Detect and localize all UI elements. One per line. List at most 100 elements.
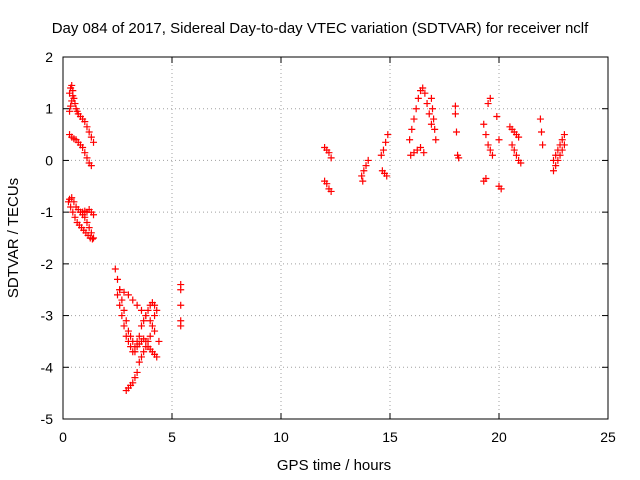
x-tick-label: 5	[168, 429, 176, 445]
data-point	[137, 322, 145, 330]
chart-title: Day 084 of 2017, Sidereal Day-to-day VTE…	[52, 20, 589, 37]
data-point	[140, 317, 148, 325]
data-point	[417, 144, 425, 151]
x-tick-label: 10	[273, 429, 289, 445]
data-point	[482, 131, 490, 139]
data-point	[148, 322, 156, 330]
y-tick-label: -2	[41, 256, 54, 272]
data-point	[81, 213, 89, 221]
data-point	[451, 102, 459, 110]
data-point	[142, 312, 150, 320]
data-point	[146, 317, 154, 325]
data-point	[116, 286, 124, 294]
y-tick-label: 0	[45, 152, 53, 168]
data-point	[177, 301, 185, 309]
data-point	[406, 136, 414, 144]
grid-lines	[63, 57, 608, 419]
data-point	[539, 141, 547, 149]
data-point	[131, 348, 139, 356]
data-point	[146, 332, 154, 340]
data-point	[517, 159, 525, 167]
data-point	[68, 97, 76, 105]
data-point	[151, 327, 159, 335]
data-point	[364, 156, 372, 164]
x-tick-label: 15	[382, 429, 398, 445]
data-point	[538, 128, 546, 136]
data-point	[69, 208, 77, 216]
data-point	[497, 185, 505, 193]
data-point	[90, 138, 98, 146]
data-point	[427, 94, 435, 102]
data-point	[122, 332, 130, 340]
data-point	[135, 332, 143, 340]
data-point	[153, 353, 161, 361]
data-point	[455, 154, 463, 162]
data-point	[140, 348, 148, 356]
y-axis-label: SDTVAR / TECUs	[5, 178, 22, 298]
data-point	[410, 115, 418, 123]
data-point	[177, 286, 185, 294]
data-point	[431, 125, 439, 133]
data-point	[554, 156, 562, 164]
x-tick-label: 20	[491, 429, 507, 445]
data-point	[120, 322, 128, 330]
data-point	[88, 235, 96, 243]
y-tick-label: -5	[41, 411, 54, 427]
data-point	[452, 128, 460, 136]
data-point	[552, 162, 560, 170]
data-point	[430, 115, 438, 123]
data-point	[67, 203, 75, 211]
data-point	[124, 291, 132, 299]
x-tick-label: 0	[59, 429, 67, 445]
data-point	[137, 306, 145, 314]
x-tick-label: 25	[600, 429, 616, 445]
data-point	[129, 379, 137, 387]
data-point	[111, 265, 119, 273]
data-point	[379, 146, 387, 154]
data-point	[81, 118, 89, 126]
data-point	[377, 151, 385, 159]
data-point	[359, 177, 367, 185]
data-point	[81, 149, 89, 157]
data-point	[512, 151, 520, 159]
data-point	[79, 144, 87, 151]
data-point	[90, 211, 98, 219]
data-point	[131, 374, 139, 382]
data-point	[120, 288, 128, 296]
data-point	[486, 146, 494, 154]
data-point	[127, 343, 135, 351]
data-point	[124, 337, 132, 345]
data-point	[85, 224, 93, 232]
data-point	[510, 146, 518, 154]
data-point	[451, 110, 459, 118]
data-point	[69, 92, 77, 100]
data-point	[118, 312, 126, 320]
data-point	[427, 120, 435, 128]
data-point	[118, 296, 126, 304]
data-point	[177, 322, 185, 330]
y-tick-label: -4	[41, 359, 54, 375]
data-point	[358, 172, 366, 180]
data-point	[114, 275, 121, 283]
plot-frame	[62, 56, 609, 420]
data-point	[133, 368, 141, 376]
data-point	[122, 317, 130, 325]
y-tick-label: -1	[41, 204, 54, 220]
data-point	[116, 301, 124, 309]
data-point	[66, 107, 74, 115]
data-point	[560, 131, 568, 139]
data-point	[85, 128, 93, 136]
x-axis-label: GPS time / hours	[277, 457, 391, 474]
data-point	[153, 306, 161, 314]
data-point	[560, 141, 568, 149]
data-point	[421, 89, 429, 97]
data-point	[68, 81, 76, 89]
data-point	[495, 136, 503, 144]
y-tick-label: -3	[41, 308, 54, 324]
data-point	[67, 102, 75, 110]
y-tick-label: 2	[45, 49, 53, 65]
data-point	[480, 120, 488, 128]
data-point	[486, 94, 494, 102]
data-point	[558, 136, 566, 144]
